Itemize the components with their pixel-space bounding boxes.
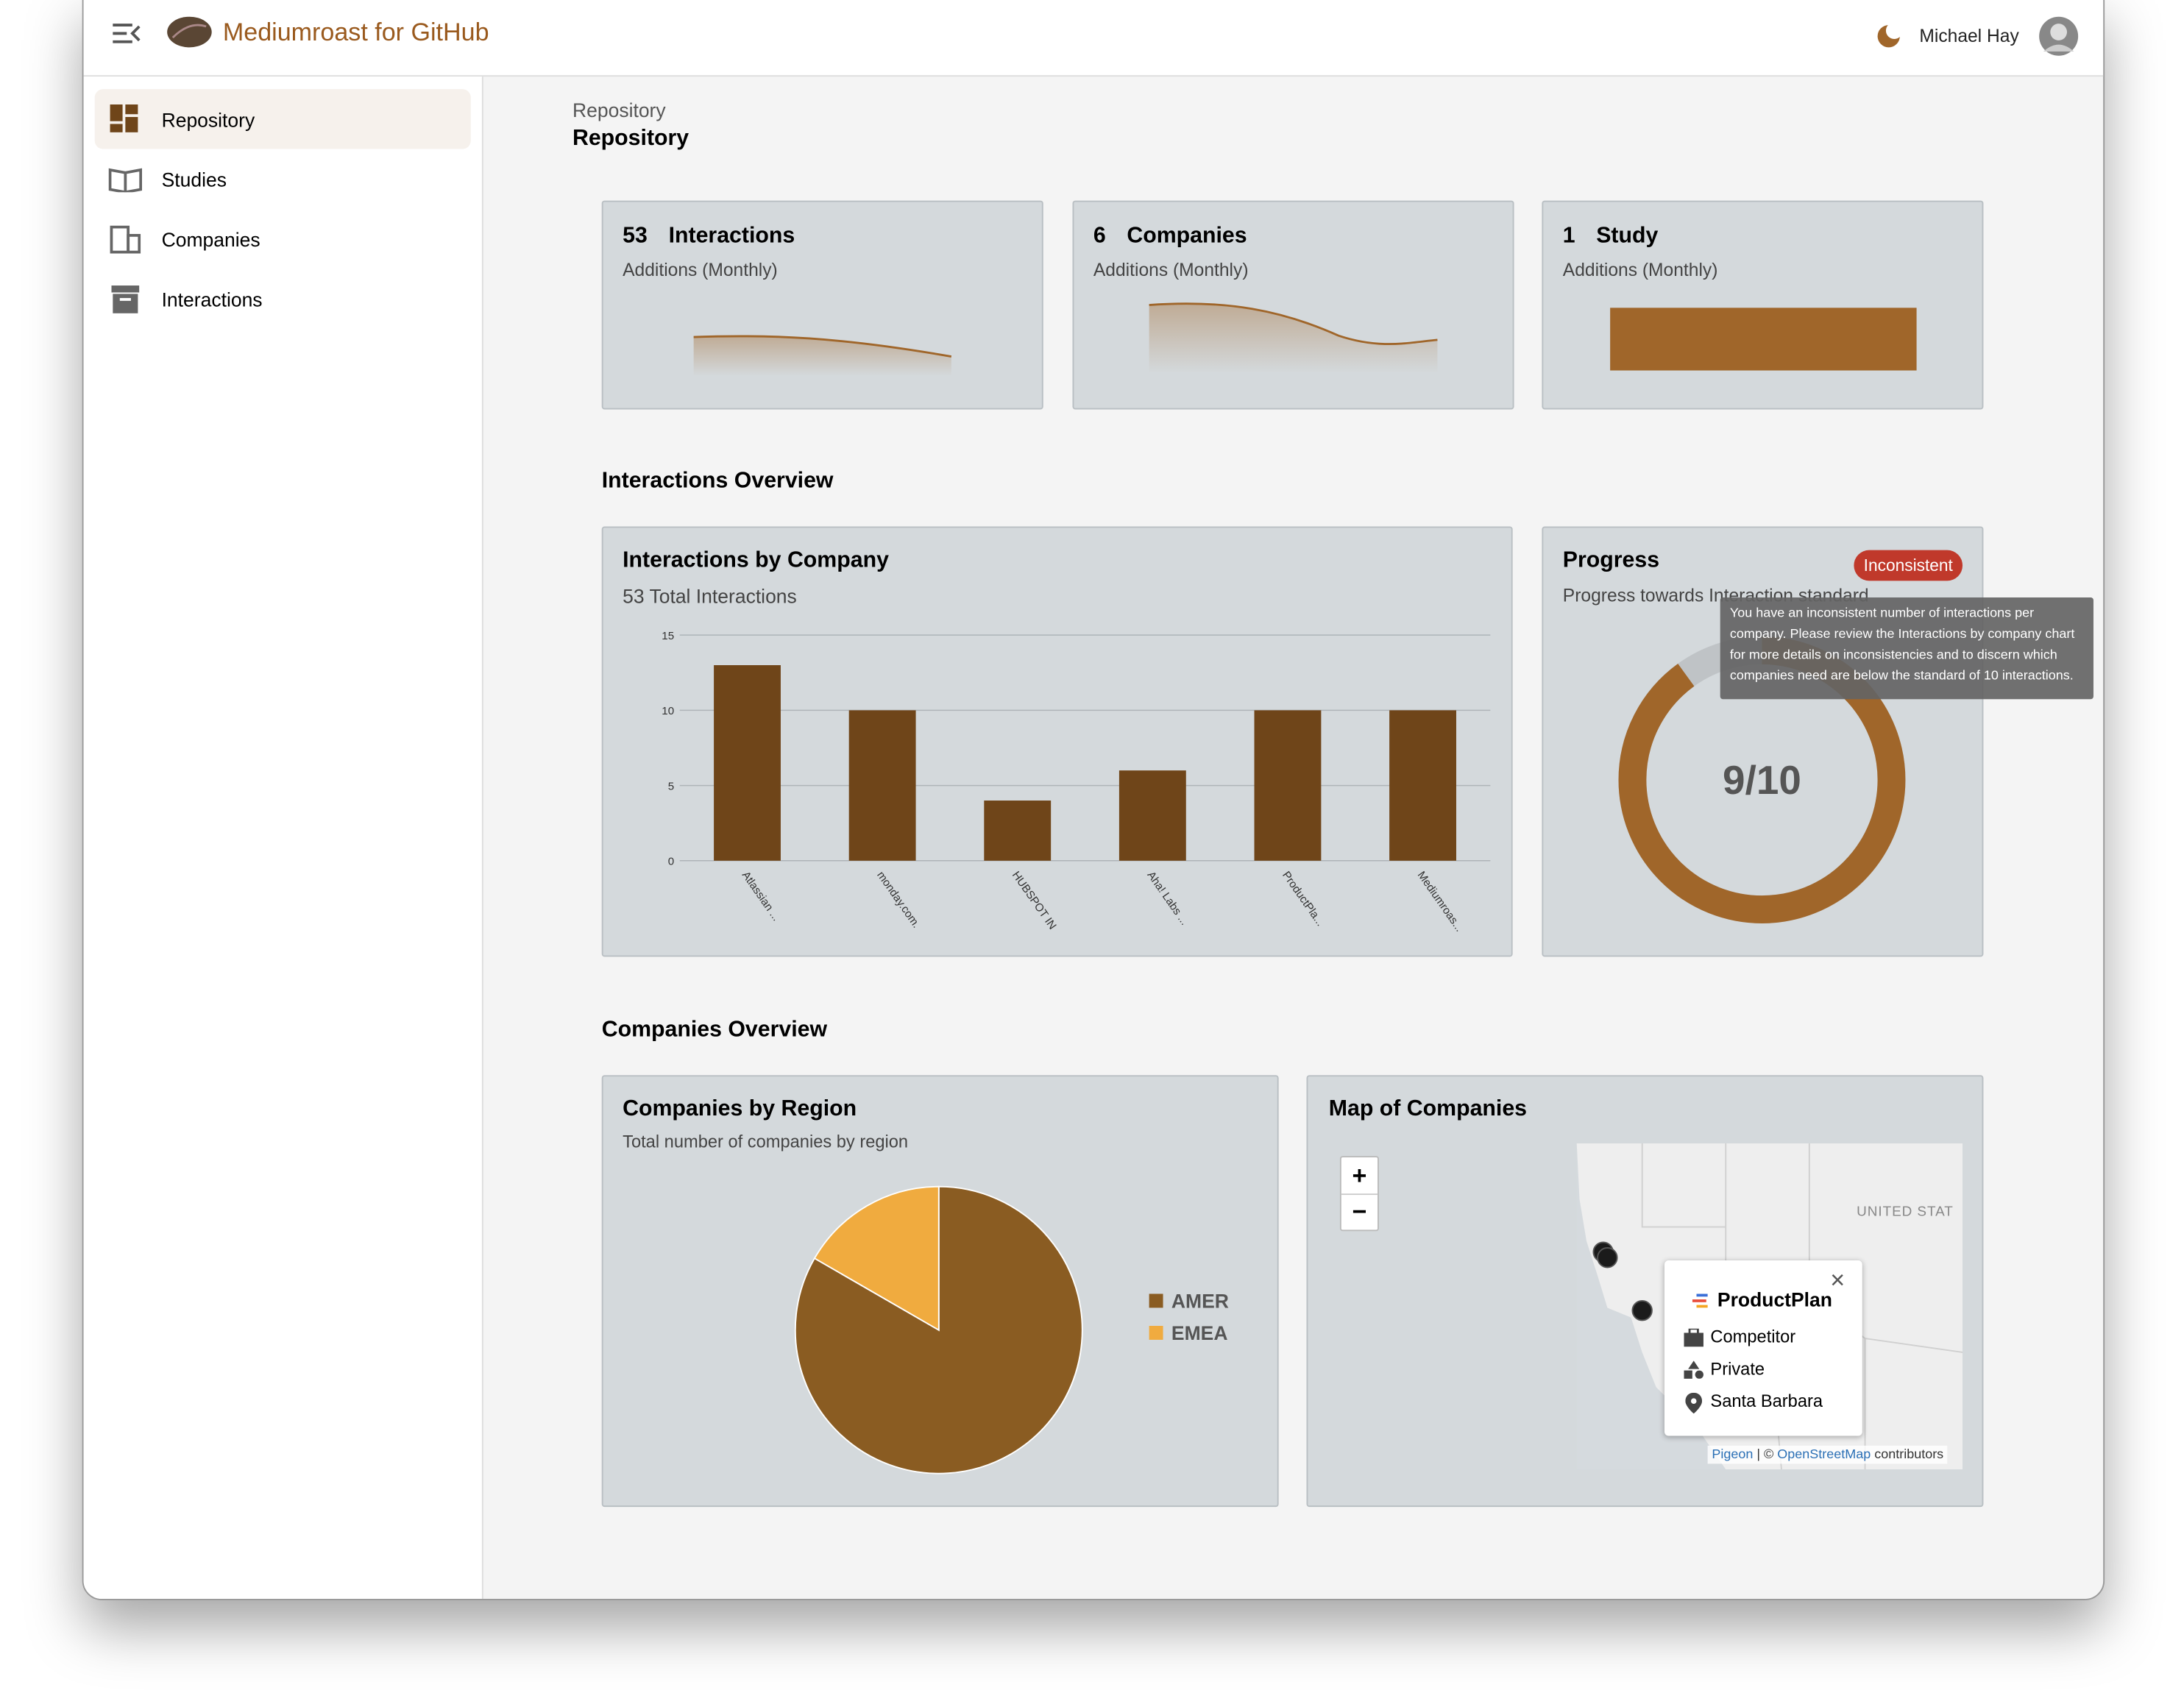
legend-swatch	[1149, 1326, 1163, 1340]
sparkline	[1149, 302, 1438, 374]
shapes-icon	[1684, 1360, 1703, 1379]
bar	[848, 710, 916, 861]
chart-subtitle: 53 Total Interactions	[623, 585, 797, 608]
briefcase-icon	[1684, 1328, 1703, 1347]
attribution-separator: | ©	[1756, 1447, 1774, 1463]
popup-ownership: Private	[1710, 1359, 1765, 1379]
chart-title: Interactions by Company	[623, 548, 889, 572]
x-tick-label: Atlassian ...	[740, 869, 783, 923]
bar-chart: 0 5 10 15 Atlassian ... monday.com. HUBSPOT IN…	[662, 630, 1491, 934]
attribution-link[interactable]: Pigeon	[1712, 1447, 1754, 1463]
top-bar: Mediumroast for GitHub Michael Hay	[83, 0, 2104, 77]
map-title: Map of Companies	[1328, 1097, 1528, 1121]
menu-icon[interactable]	[111, 21, 142, 46]
stat-card: 53 Interactions Additions (Monthly)	[601, 200, 1043, 410]
x-tick-label: Aha! Labs ...	[1144, 869, 1191, 927]
section-heading: Interactions Overview	[601, 469, 834, 494]
y-tick-label: 10	[662, 705, 674, 717]
theme-toggle[interactable]	[1875, 22, 1903, 50]
pie-chart: AMER EMEA	[794, 1185, 1229, 1474]
legend-label: EMEA	[1171, 1322, 1228, 1344]
ring-label: 9/10	[1723, 757, 1801, 803]
tooltip: You have an inconsistent number of inter…	[1720, 597, 2093, 700]
bar	[1254, 710, 1322, 861]
map-popup: × ProductPlan Competitor Private Santa B…	[1664, 1260, 1862, 1436]
popup-role: Competitor	[1710, 1327, 1796, 1347]
bar	[714, 665, 781, 861]
map-country-label: UNITED STAT	[1857, 1204, 1954, 1219]
progress-title: Progress	[1562, 548, 1660, 572]
map-attribution: Pigeon | © OpenStreetMap contributors	[1707, 1445, 1948, 1464]
stat-count: 53	[623, 224, 648, 248]
attribution-link[interactable]: OpenStreetMap	[1777, 1447, 1871, 1463]
bar	[1118, 770, 1186, 861]
x-tick-label: monday.com.	[874, 869, 922, 930]
popup-location: Santa Barbara	[1710, 1391, 1823, 1411]
map[interactable]: UNITED STAT	[1308, 1143, 1963, 1469]
bar	[1389, 710, 1456, 861]
x-tick-label: HUBSPOT IN	[1010, 869, 1059, 931]
stat-label: Companies	[1127, 224, 1247, 248]
legend-swatch	[1149, 1293, 1163, 1308]
interactions-icon	[111, 285, 140, 313]
user-name: Michael Hay	[1919, 25, 2019, 46]
progress-ring: 9/10	[1618, 636, 1906, 923]
status-badge[interactable]: Inconsistent	[1854, 550, 1963, 581]
sparkline	[693, 335, 952, 377]
x-tick-label: ProductPla...	[1280, 869, 1327, 929]
y-tick-label: 15	[662, 630, 674, 642]
company-logo	[1692, 1293, 1708, 1308]
logo	[167, 16, 212, 48]
map-card: Map of Companies UNITED STAT + − × Produ…	[1306, 1075, 1984, 1508]
sidebar: Repository Studies Companies Interaction…	[83, 77, 483, 1600]
y-tick-label: 5	[668, 780, 674, 792]
studies-icon	[108, 168, 143, 193]
stat-label: Interactions	[668, 224, 795, 248]
stat-card: 6 Companies Additions (Monthly)	[1072, 200, 1514, 410]
pin-icon	[1685, 1392, 1703, 1414]
map-marker[interactable]	[1631, 1299, 1653, 1321]
bar	[984, 801, 1052, 861]
nav-item[interactable]: Studies	[161, 168, 227, 191]
stat-count: 6	[1093, 224, 1106, 248]
chart-subtitle: Total number of companies by region	[623, 1132, 909, 1152]
stat-count: 1	[1562, 224, 1575, 248]
stat-subtitle: Additions (Monthly)	[623, 259, 778, 280]
avatar[interactable]	[2038, 15, 2080, 57]
popup-close[interactable]: ×	[1830, 1266, 1846, 1294]
map-marker[interactable]	[1597, 1247, 1618, 1268]
nav-item[interactable]: Companies	[161, 228, 260, 251]
stat-card: 1 Study Additions (Monthly)	[1542, 200, 1984, 410]
page-title: Repository	[572, 127, 689, 151]
breadcrumb[interactable]: Repository	[572, 99, 666, 121]
nav-item[interactable]: Repository	[161, 108, 255, 131]
companies-icon	[110, 225, 141, 254]
y-tick-label: 0	[668, 855, 674, 867]
stat-label: Study	[1596, 224, 1659, 248]
zoom-control: + −	[1339, 1156, 1379, 1232]
sparkbar	[1610, 308, 1917, 371]
nav-item[interactable]: Interactions	[161, 288, 263, 311]
pie-slice	[813, 1185, 940, 1332]
zoom-in[interactable]: +	[1341, 1157, 1378, 1196]
attribution-suffix: contributors	[1874, 1447, 1944, 1463]
stat-subtitle: Additions (Monthly)	[1562, 259, 1718, 280]
active-item-bg	[94, 89, 471, 149]
legend-label: AMER	[1171, 1290, 1229, 1312]
repo-icon	[110, 104, 138, 132]
section-heading: Companies Overview	[601, 1018, 828, 1042]
chart-title: Companies by Region	[623, 1097, 857, 1121]
stat-subtitle: Additions (Monthly)	[1093, 259, 1249, 280]
zoom-out[interactable]: −	[1352, 1197, 1367, 1226]
app-title[interactable]: Mediumroast for GitHub	[222, 18, 489, 46]
popup-name: ProductPlan	[1717, 1288, 1832, 1311]
x-tick-label: Mediumroas...	[1415, 869, 1466, 934]
